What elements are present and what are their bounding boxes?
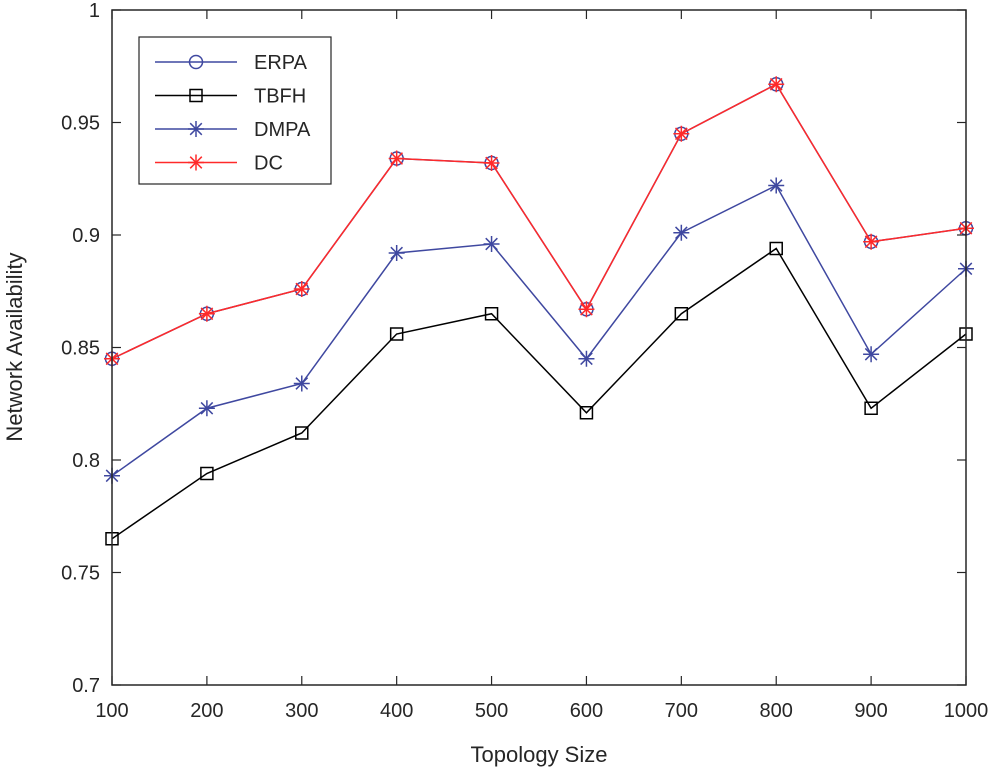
x-tick-label: 200 (190, 700, 223, 722)
legend: ERPA TBFH DMPA DC (138, 36, 332, 185)
data-point-dmpa (673, 224, 690, 241)
x-tick-label: 900 (854, 700, 887, 722)
data-point-tbfh (295, 426, 309, 440)
series-layer (104, 76, 974, 546)
x-tick-label: 1000 (944, 700, 989, 722)
x-tick-label: 500 (475, 700, 508, 722)
x-tick-label: 400 (380, 700, 413, 722)
data-point-dmpa (483, 236, 500, 252)
legend-item-erpa: ERPA (155, 52, 308, 74)
legend-label-dmpa: DMPA (254, 119, 311, 141)
x-tick-label: 300 (285, 700, 318, 722)
series-dmpa (104, 177, 974, 484)
y-tick-label: 0.95 (61, 113, 100, 135)
legend-label-tbfh: TBFH (254, 86, 306, 108)
data-point-tbfh (769, 241, 783, 256)
legend-label-erpa: ERPA (254, 52, 308, 74)
y-tick-label: 0.7 (72, 675, 100, 697)
x-tick-label: 700 (665, 700, 698, 722)
x-tick-label: 800 (760, 700, 793, 722)
legend-marker-erpa (188, 54, 204, 70)
y-axis-label: Network Availability (2, 252, 27, 441)
data-point-dmpa (578, 350, 595, 367)
series-line-tbfh (111, 247, 967, 540)
y-tick-label: 0.75 (61, 563, 100, 585)
legend-item-tbfh: TBFH (155, 86, 306, 108)
data-point-dmpa (293, 375, 310, 392)
data-point-tbfh (484, 307, 499, 321)
series-line-dc (111, 83, 967, 360)
legend-item-dmpa: DMPA (155, 119, 311, 141)
legend-marker-tbfh (189, 88, 203, 103)
data-point-dmpa (863, 346, 880, 363)
legend-marker-dc (188, 154, 204, 171)
series-line-dmpa (111, 184, 967, 477)
series-dc (104, 76, 974, 367)
axis-ticks: 100 200 300 400 500 600 700 800 900 1000 0.7 0.75 0.… (61, 0, 988, 722)
y-tick-label: 0.85 (61, 338, 100, 360)
x-tick-label: 600 (570, 700, 603, 722)
data-point-dc (768, 76, 785, 93)
data-point-dc (388, 150, 405, 167)
data-point-tbfh (579, 406, 594, 420)
data-point-dmpa (388, 245, 405, 261)
legend-marker-dmpa (188, 121, 204, 137)
y-tick-label: 0.8 (72, 450, 100, 472)
x-tick-label: 100 (95, 700, 128, 722)
data-point-tbfh (674, 307, 689, 321)
data-point-dmpa (768, 177, 785, 194)
data-point-dc (293, 281, 310, 297)
y-tick-label: 1 (89, 0, 100, 22)
data-point-dc (863, 233, 880, 250)
data-point-tbfh (389, 327, 404, 341)
data-point-tbfh (200, 466, 214, 481)
data-point-tbfh (864, 401, 878, 415)
series-tbfh (105, 241, 973, 546)
y-tick-label: 0.9 (72, 225, 100, 247)
x-axis-label: Topology Size (471, 742, 608, 767)
legend-item-dc: DC (155, 153, 283, 175)
data-point-dc (673, 125, 690, 142)
data-point-dc (198, 305, 215, 322)
data-point-dc (483, 155, 500, 171)
data-point-dc (578, 301, 595, 318)
legend-label-dc: DC (254, 153, 283, 175)
data-point-dmpa (198, 400, 215, 417)
